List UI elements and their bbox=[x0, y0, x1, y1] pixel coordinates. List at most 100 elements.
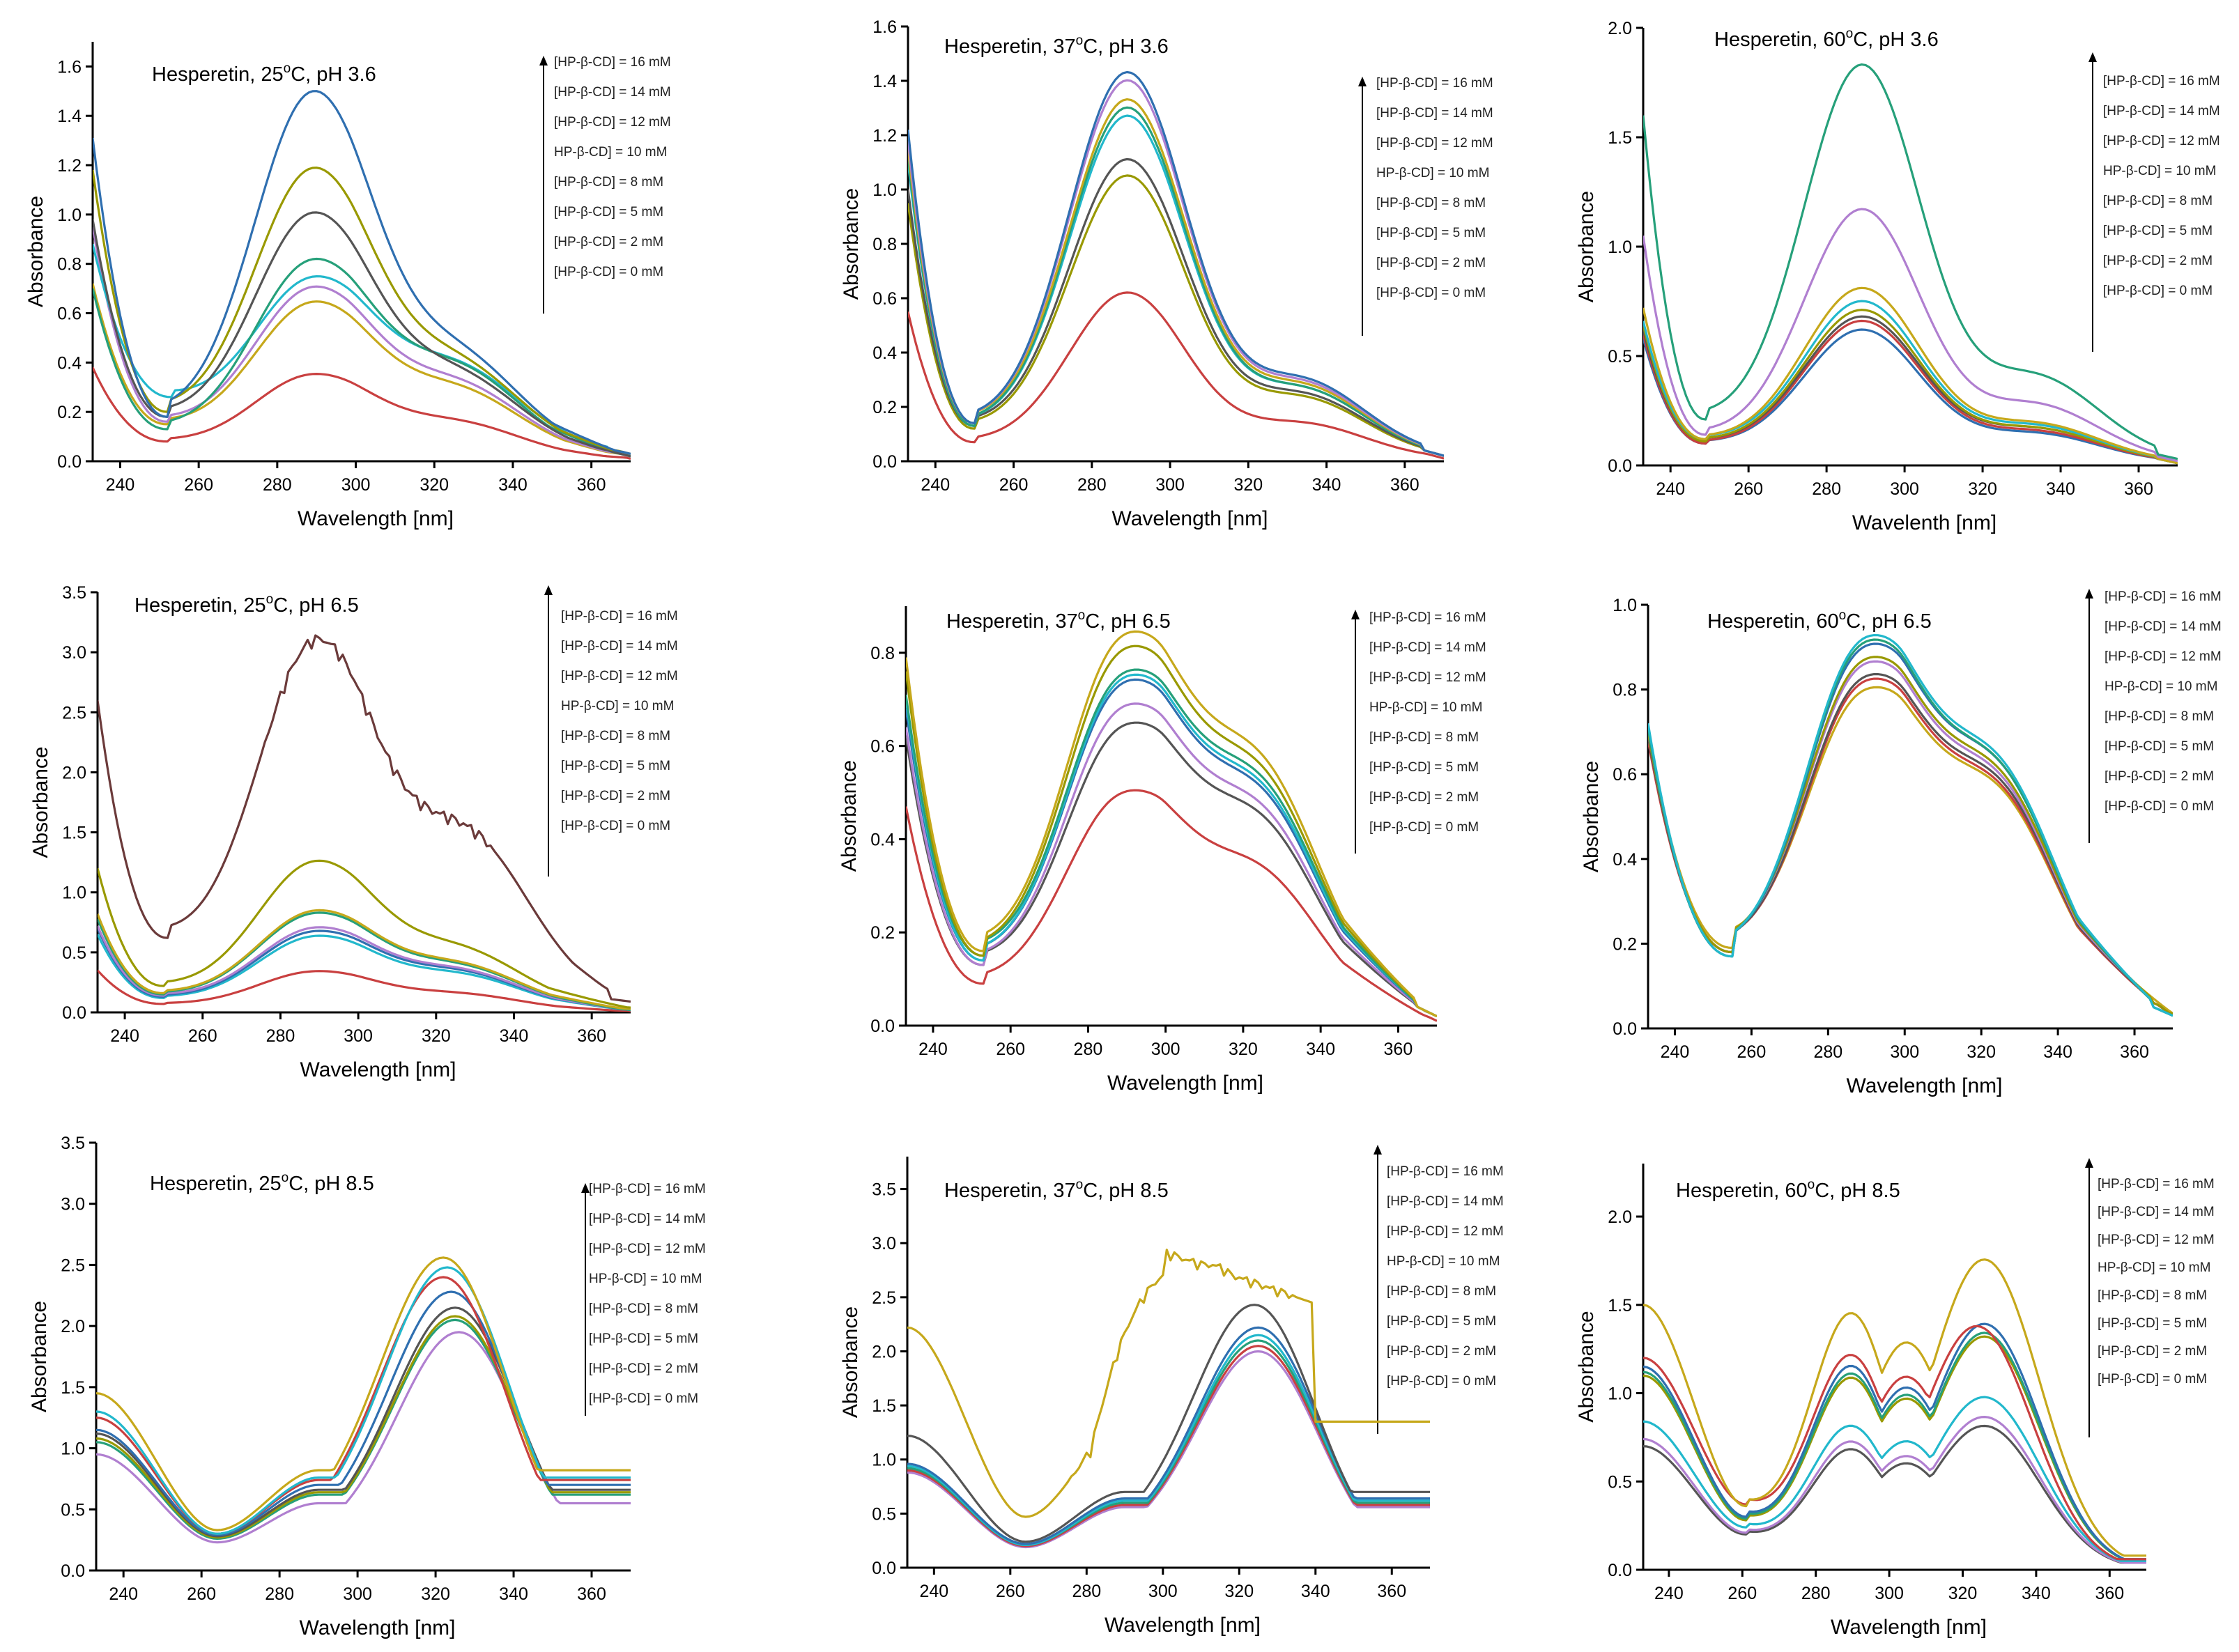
x-tick-label: 280 bbox=[1812, 479, 1841, 499]
legend-entry: [HP-β-CD] = 12 mM bbox=[561, 669, 678, 684]
spectrum-line bbox=[906, 678, 1437, 1018]
spectrum-line bbox=[908, 174, 1444, 457]
x-tick-label: 300 bbox=[1875, 1584, 1904, 1603]
x-tick-label: 320 bbox=[420, 475, 449, 495]
y-tick-label: 2.0 bbox=[872, 1342, 896, 1361]
spectrum-line bbox=[906, 630, 1437, 1018]
x-tick-label: 240 bbox=[106, 475, 135, 495]
x-tick-label: 260 bbox=[187, 1584, 216, 1604]
x-tick-label: 300 bbox=[343, 1584, 372, 1604]
chart-panel-8: 240 260 280 300 320 340 360 0.0 0.5 1.0 1.5 2.0 2.5 3… bbox=[839, 1145, 1504, 1637]
x-axis-title: Wavelength [nm] bbox=[300, 1616, 456, 1639]
x-tick-label: 260 bbox=[1737, 1042, 1767, 1062]
legend-entry: [HP-β-CD] = 0 mM bbox=[1376, 286, 1486, 300]
y-tick-label: 0.4 bbox=[1613, 850, 1637, 870]
y-tick-label: 2.0 bbox=[1608, 19, 1632, 38]
x-tick-label: 320 bbox=[1967, 1042, 1996, 1062]
spectrum-line bbox=[908, 157, 1444, 457]
x-axis-title: Wavelenth [nm] bbox=[1852, 511, 1996, 534]
chart-panel-1: 240 260 280 300 320 340 360 0.0 0.2 0.4 0.6 0.8 1.0 1… bbox=[24, 42, 671, 530]
spectrum-line bbox=[93, 366, 631, 461]
x-tick-label: 320 bbox=[1948, 1584, 1978, 1603]
legend-entry: [HP-β-CD] = 5 mM bbox=[2105, 739, 2214, 754]
x-tick-label: 300 bbox=[1890, 1042, 1919, 1062]
spectrum-line bbox=[906, 721, 1437, 1018]
legend-entry: [HP-β-CD] = 14 mM bbox=[561, 639, 678, 654]
legend-entry: [HP-β-CD] = 2 mM bbox=[1387, 1344, 1496, 1359]
y-tick-label: 0.0 bbox=[872, 452, 897, 472]
x-tick-label: 360 bbox=[577, 1584, 606, 1604]
legend-arrow-head bbox=[1374, 1145, 1382, 1155]
panel-title: Hesperetin, 60oC, pH 8.5 bbox=[1676, 1178, 1900, 1202]
y-tick-label: 0.0 bbox=[1608, 1561, 1632, 1580]
y-tick-label: 0.6 bbox=[872, 289, 897, 309]
spectrum-line bbox=[93, 90, 631, 455]
y-tick-label: 0.6 bbox=[57, 304, 82, 324]
spectrum-line bbox=[906, 668, 1437, 1018]
legend-entry: [HP-β-CD] = 16 mM bbox=[2105, 589, 2222, 604]
spectrum-line bbox=[908, 70, 1444, 457]
x-tick-label: 360 bbox=[1377, 1582, 1406, 1601]
x-axis-title: Wavelength [nm] bbox=[1107, 1072, 1263, 1095]
spectrum-line bbox=[1643, 1258, 2146, 1557]
y-tick-label: 0.2 bbox=[870, 923, 895, 943]
spectrum-line bbox=[907, 1304, 1430, 1543]
y-axis-title: Absorbance bbox=[1580, 761, 1603, 872]
legend-entry: [HP-β-CD] = 0 mM bbox=[1369, 820, 1479, 835]
chart-panel-5: 240 260 280 300 320 340 360 0.0 0.2 0.4 0.6 0.8 Wave… bbox=[838, 606, 1486, 1095]
legend-entry: [HP-β-CD] = 14 mM bbox=[2098, 1205, 2215, 1219]
x-tick-label: 320 bbox=[1229, 1040, 1258, 1059]
x-tick-label: 360 bbox=[2120, 1042, 2149, 1062]
y-axis-title: Absorbance bbox=[838, 760, 861, 872]
legend-entry: [HP-β-CD] = 5 mM bbox=[589, 1331, 698, 1346]
y-axis-title: Absorbance bbox=[24, 196, 47, 307]
y-tick-label: 0.0 bbox=[62, 1003, 86, 1023]
y-tick-label: 1.5 bbox=[1608, 128, 1632, 148]
y-tick-label: 1.0 bbox=[1613, 596, 1637, 615]
x-tick-label: 280 bbox=[1813, 1042, 1842, 1062]
y-tick-label: 1.6 bbox=[57, 57, 82, 77]
panel-title: Hesperetin, 25oC, pH 8.5 bbox=[150, 1171, 374, 1195]
y-tick-label: 0.0 bbox=[57, 452, 82, 472]
spectrum-line bbox=[98, 634, 631, 1003]
y-tick-label: 0.8 bbox=[57, 255, 82, 275]
legend-entry: [HP-β-CD] = 0 mM bbox=[554, 265, 663, 279]
legend-entry: [HP-β-CD] = 8 mM bbox=[1376, 196, 1486, 210]
legend-arrow-head bbox=[1358, 77, 1367, 86]
x-tick-label: 340 bbox=[499, 1584, 528, 1604]
legend-entry: HP-β-CD] = 10 mM bbox=[561, 699, 674, 713]
x-tick-label: 240 bbox=[110, 1026, 139, 1046]
legend-entry: [HP-β-CD] = 2 mM bbox=[554, 235, 663, 249]
y-tick-label: 1.5 bbox=[62, 824, 86, 843]
x-tick-label: 240 bbox=[921, 475, 950, 495]
y-tick-label: 0.4 bbox=[870, 830, 895, 849]
x-tick-label: 360 bbox=[577, 1026, 606, 1046]
y-tick-label: 0.0 bbox=[1608, 456, 1632, 476]
legend-arrow-head bbox=[2085, 589, 2093, 599]
y-tick-label: 3.5 bbox=[62, 583, 86, 603]
spectrum-line bbox=[1648, 686, 2173, 1014]
y-tick-label: 0.0 bbox=[870, 1017, 895, 1036]
x-tick-label: 240 bbox=[918, 1040, 948, 1059]
x-tick-label: 320 bbox=[1224, 1582, 1254, 1601]
y-tick-label: 1.0 bbox=[1608, 1384, 1632, 1404]
spectrum-line bbox=[98, 859, 631, 1009]
legend-entry: [HP-β-CD] = 16 mM bbox=[554, 55, 671, 70]
legend-entry: HP-β-CD] = 10 mM bbox=[1369, 700, 1482, 715]
legend-entry: [HP-β-CD] = 12 mM bbox=[1369, 670, 1486, 685]
legend-entry: [HP-β-CD] = 16 mM bbox=[2098, 1177, 2215, 1191]
spectrum-line bbox=[1643, 1416, 2146, 1564]
legend-entry: [HP-β-CD] = 0 mM bbox=[589, 1391, 698, 1406]
y-tick-label: 0.2 bbox=[872, 398, 897, 417]
y-axis-title: Absorbance bbox=[29, 746, 52, 858]
y-tick-label: 0.8 bbox=[870, 644, 895, 663]
legend-entry: HP-β-CD] = 10 mM bbox=[589, 1272, 702, 1286]
y-axis-title: Absorbance bbox=[840, 188, 863, 300]
spectrum-line bbox=[1648, 673, 2173, 1015]
y-tick-label: 1.0 bbox=[61, 1439, 85, 1459]
x-tick-label: 320 bbox=[1233, 475, 1263, 495]
chart-panel-9: 240 260 280 300 320 340 360 0.0 0.5 1.0 1.5 2.0 Wave… bbox=[1575, 1158, 2215, 1639]
legend-entry: [HP-β-CD] = 12 mM bbox=[1376, 136, 1493, 150]
x-axis-title: Wavelength [nm] bbox=[300, 1058, 456, 1081]
